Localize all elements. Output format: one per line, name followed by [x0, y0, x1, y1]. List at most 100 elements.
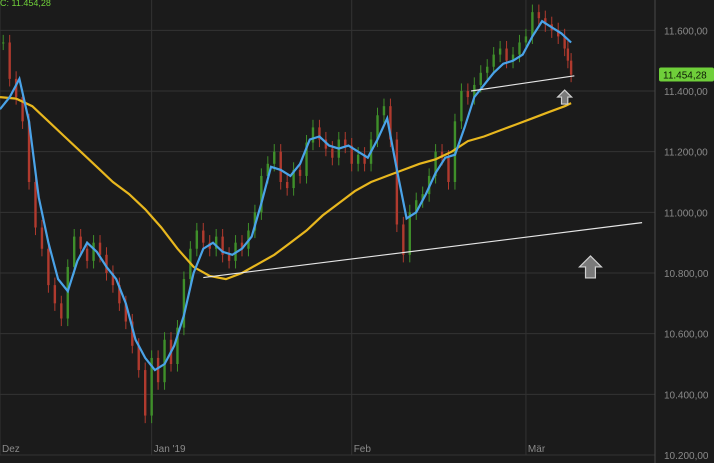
candle-body — [21, 97, 24, 122]
candle-body — [557, 30, 560, 37]
candle-body — [2, 42, 5, 44]
y-tick-label: 11.200,00 — [664, 148, 708, 159]
candle-body — [79, 236, 82, 249]
candle-body — [124, 303, 128, 322]
candle-body — [214, 236, 218, 249]
candle-body — [85, 248, 89, 261]
header-close-value: C: 11.454,28 — [0, 0, 51, 8]
candle-body — [331, 148, 334, 158]
candle-body — [34, 182, 37, 228]
candle-body — [421, 194, 424, 201]
candle-body — [60, 303, 63, 319]
x-tick-label: Feb — [354, 444, 372, 455]
candle-body — [479, 72, 482, 85]
candle-body — [350, 145, 353, 164]
candle-body — [356, 154, 360, 164]
candle-body — [395, 139, 399, 225]
candle-body — [505, 48, 508, 61]
candle-body — [195, 230, 199, 249]
candle-body — [27, 121, 31, 182]
x-tick-label: Dez — [2, 444, 20, 455]
candle-body — [524, 36, 528, 43]
y-tick-label: 10.800,00 — [664, 269, 709, 280]
up-arrow-icon — [556, 89, 574, 105]
candle-body — [298, 169, 302, 176]
candle-body — [466, 91, 470, 98]
grid-lines — [0, 0, 656, 463]
candle-body — [569, 60, 573, 75]
candle-body — [182, 279, 186, 328]
x-axis: Dez Jan '19 Feb Mär — [2, 444, 546, 455]
last-price-label: 11.454,28 — [663, 71, 707, 82]
candle-body — [434, 151, 437, 176]
candle-body — [285, 182, 289, 189]
y-tick-label: 10.200,00 — [664, 451, 709, 462]
candle-body — [363, 154, 366, 164]
candle-body — [292, 169, 295, 189]
candle-body — [253, 212, 257, 231]
candle-body — [156, 357, 160, 383]
candle-body — [492, 54, 495, 67]
candle-body — [273, 151, 276, 164]
y-axis: 11.600,00 11.400,00 11.200,00 11.000,00 10.8… — [664, 26, 709, 462]
candle-body — [376, 115, 379, 140]
candle-body — [202, 230, 205, 243]
candle-body — [408, 212, 411, 255]
trendline — [203, 222, 643, 279]
candle-body — [8, 42, 11, 79]
candle-body — [318, 127, 321, 140]
last-price-badge — [659, 67, 714, 82]
candle-body — [118, 285, 121, 304]
candle-body — [544, 18, 547, 25]
candle-body — [460, 91, 463, 122]
candle-body — [98, 242, 102, 255]
y-tick-label: 11.400,00 — [664, 87, 708, 98]
y-tick-label: 11.600,00 — [664, 26, 708, 37]
candle-body — [260, 175, 263, 213]
candle-body — [344, 139, 347, 146]
candle-body — [563, 36, 566, 49]
candle-body — [131, 321, 134, 346]
candle-body — [143, 370, 147, 416]
candle-body — [40, 227, 44, 249]
candle-body — [47, 248, 50, 286]
candle-body — [266, 163, 270, 176]
y-tick-label: 10.400,00 — [664, 390, 709, 401]
candle-body — [498, 48, 502, 55]
candle-body — [111, 273, 115, 286]
up-arrow-icon — [578, 255, 603, 279]
candle-body — [73, 236, 76, 267]
candle-body — [163, 339, 166, 383]
candle-body — [402, 224, 405, 255]
moving-average-fast-line — [0, 19, 572, 372]
candle-body — [447, 157, 450, 182]
candle-body — [389, 106, 392, 140]
candle-body — [511, 54, 515, 61]
candle-body — [531, 12, 534, 37]
candle-body — [311, 127, 315, 143]
candle-body — [566, 48, 570, 61]
candle-body — [14, 78, 18, 98]
x-tick-label: Mär — [528, 444, 546, 455]
candle-body — [227, 254, 231, 261]
trendlines — [203, 75, 643, 279]
candle-body — [137, 345, 140, 371]
y-tick-label: 10.600,00 — [664, 330, 709, 341]
candle-body — [537, 12, 541, 19]
last-price-marker: 11.454,28 — [659, 67, 714, 82]
candle-body — [440, 151, 444, 158]
trend-arrows — [556, 89, 603, 279]
candle-body — [240, 242, 244, 249]
candle-body — [221, 236, 224, 255]
candle-body — [150, 357, 153, 416]
candle-body — [382, 106, 386, 116]
candle-body — [518, 42, 521, 55]
candle-body — [92, 242, 95, 261]
y-tick-label: 11.000,00 — [664, 208, 708, 219]
trendline — [470, 75, 575, 92]
candle-body — [176, 327, 179, 364]
x-tick-label: Jan '19 — [154, 444, 186, 455]
candle-body — [105, 254, 108, 273]
